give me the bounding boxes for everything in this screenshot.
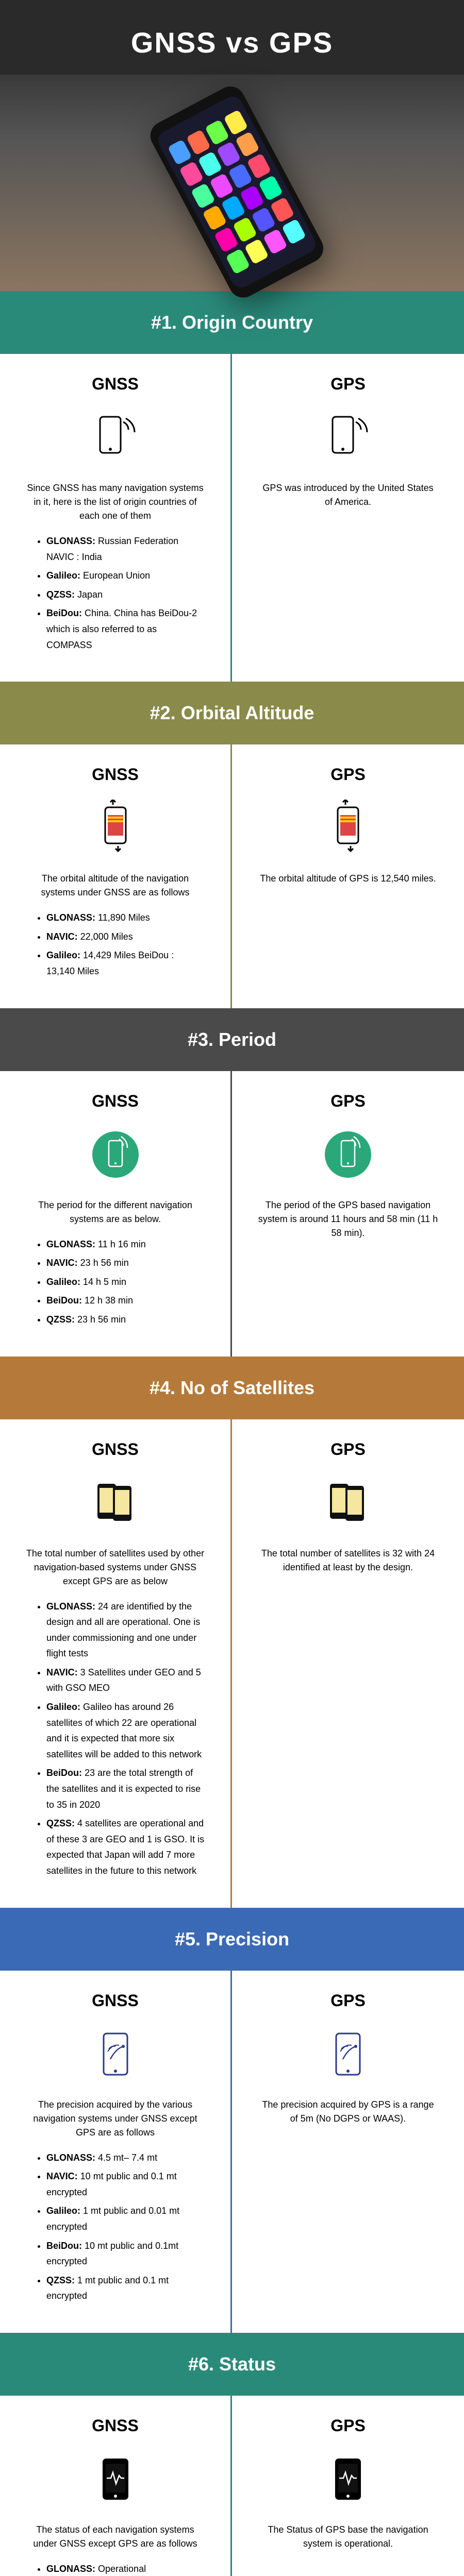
gnss-column: GNSS The orbital altitude of the navigat… [0, 744, 232, 1008]
gps-column: GPS The total number of satellites is 32… [232, 1419, 464, 1908]
list-item: Galileo: 14,429 Miles BeiDou : 13,140 Mi… [46, 947, 205, 979]
list-item: QZSS: Japan [46, 587, 205, 603]
hero-image [0, 75, 464, 291]
phone-pulse-icon [258, 2451, 438, 2507]
list-item: NAVIC: 22,000 Miles [46, 929, 205, 945]
list-item: BeiDou: 10 mt public and 0.1mt encrypted [46, 2238, 205, 2269]
gnss-bullets: GLONASS: 11 h 16 min NAVIC: 23 h 56 min Ga… [26, 1236, 205, 1328]
gps-heading: GPS [258, 1991, 438, 2010]
phone-twin-icon [258, 1475, 438, 1531]
gps-column: GPS The orbital altitude of GPS is 12,54… [232, 744, 464, 1008]
gps-desc: The precision acquired by GPS is a range… [258, 2098, 438, 2126]
list-item: Galileo: European Union [46, 568, 205, 584]
gnss-heading: GNSS [26, 765, 205, 784]
list-item: BeiDou: China. China has BeiDou-2 which … [46, 605, 205, 653]
list-item: BeiDou: 12 h 38 min [46, 1293, 205, 1309]
gnss-column: GNSS The total number of satellites used… [0, 1419, 232, 1908]
gps-desc: The Status of GPS base the navigation sy… [258, 2523, 438, 2551]
phone-arrows-icon [258, 800, 438, 856]
gnss-bullets: GLONASS: 11,890 Miles NAVIC: 22,000 Miles… [26, 910, 205, 979]
gnss-bullets: GLONASS: 4.5 mt– 7.4 mt NAVIC: 10 mt publ… [26, 2150, 205, 2304]
gnss-column: GNSS Since GNSS has many navigation syst… [0, 354, 232, 682]
gps-heading: GPS [258, 1440, 438, 1459]
gnss-desc: Since GNSS has many navigation systems i… [26, 481, 205, 523]
gnss-bullets: GLONASS: Russian Federation NAVIC : Indi… [26, 533, 205, 653]
gps-heading: GPS [258, 1092, 438, 1111]
phone-circle-icon [258, 1126, 438, 1183]
page-header: GNSS vs GPS [0, 0, 464, 75]
gps-desc: GPS was introduced by the United States … [258, 481, 438, 509]
gps-desc: The period of the GPS based navigation s… [258, 1198, 438, 1240]
comparison-row: GNSS The period for the different naviga… [0, 1071, 464, 1357]
phone-radar-icon [26, 2026, 205, 2082]
list-item: NAVIC: 3 Satellites under GEO and 5 with… [46, 1665, 205, 1696]
gps-column: GPS The precision acquired by GPS is a r… [232, 1971, 464, 2333]
gnss-desc: The total number of satellites used by o… [26, 1547, 205, 1588]
phone-twin-icon [26, 1475, 205, 1531]
list-item: Galileo: 14 h 5 min [46, 1274, 205, 1290]
gnss-desc: The precision acquired by the various na… [26, 2098, 205, 2140]
phone-signal-icon [26, 409, 205, 466]
list-item: GLONASS: 11 h 16 min [46, 1236, 205, 1252]
gps-column: GPS The period of the GPS based navigati… [232, 1071, 464, 1357]
list-item: GLONASS: 24 are identified by the design… [46, 1599, 205, 1662]
list-item: QZSS: 4 satellites are operational and o… [46, 1816, 205, 1878]
gps-desc: The total number of satellites is 32 wit… [258, 1547, 438, 1574]
list-item: Galileo: 1 mt public and 0.01 mt encrypt… [46, 2203, 205, 2234]
gps-heading: GPS [258, 765, 438, 784]
list-item: Galileo: Galileo has around 26 satellite… [46, 1699, 205, 1762]
list-item: GLONASS: 4.5 mt– 7.4 mt [46, 2150, 205, 2166]
gps-column: GPS GPS was introduced by the United Sta… [232, 354, 464, 682]
gnss-column: GNSS The status of each navigation syste… [0, 2396, 232, 2576]
gnss-heading: GNSS [26, 375, 205, 394]
comparison-row: GNSS Since GNSS has many navigation syst… [0, 354, 464, 682]
list-item: GLONASS: 11,890 Miles [46, 910, 205, 926]
gnss-desc: The orbital altitude of the navigation s… [26, 872, 205, 900]
section-header: #5. Precision [0, 1908, 464, 1971]
list-item: NAVIC: 10 mt public and 0.1 mt encrypted [46, 2168, 205, 2200]
phone-radar-icon [258, 2026, 438, 2082]
section-header: #3. Period [0, 1008, 464, 1071]
gps-column: GPS The Status of GPS base the navigatio… [232, 2396, 464, 2576]
list-item: GLONASS: Russian Federation NAVIC : Indi… [46, 533, 205, 565]
list-item: QZSS: 23 h 56 min [46, 1312, 205, 1328]
list-item: BeiDou: 23 are the total strength of the… [46, 1765, 205, 1812]
list-item: QZSS: 1 mt public and 0.1 mt encrypted [46, 2273, 205, 2304]
gnss-desc: The status of each navigation systems un… [26, 2523, 205, 2551]
list-item: GLONASS: Operational [46, 2561, 205, 2576]
page-title: GNSS vs GPS [0, 26, 464, 59]
gps-heading: GPS [258, 2416, 438, 2435]
gnss-heading: GNSS [26, 1440, 205, 1459]
list-item: NAVIC: 23 h 56 min [46, 1255, 205, 1271]
gnss-bullets: GLONASS: OperationalNAVIC: 7 are in oper… [26, 2561, 205, 2576]
comparison-row: GNSS The status of each navigation syste… [0, 2396, 464, 2576]
gnss-desc: The period for the different navigation … [26, 1198, 205, 1226]
phone-mockup [145, 81, 328, 302]
phone-pulse-icon [26, 2451, 205, 2507]
gnss-heading: GNSS [26, 2416, 205, 2435]
gnss-heading: GNSS [26, 1991, 205, 2010]
gnss-heading: GNSS [26, 1092, 205, 1111]
gnss-bullets: GLONASS: 24 are identified by the design… [26, 1599, 205, 1879]
phone-arrows-icon [26, 800, 205, 856]
phone-circle-icon [26, 1126, 205, 1183]
section-header: #2. Orbital Altitude [0, 682, 464, 744]
section-header: #1. Origin Country [0, 291, 464, 354]
comparison-row: GNSS The precision acquired by the vario… [0, 1971, 464, 2333]
phone-signal-icon [258, 409, 438, 466]
comparison-row: GNSS The total number of satellites used… [0, 1419, 464, 1908]
gnss-column: GNSS The period for the different naviga… [0, 1071, 232, 1357]
gps-desc: The orbital altitude of GPS is 12,540 mi… [258, 872, 438, 886]
section-header: #4. No of Satellites [0, 1357, 464, 1419]
comparison-row: GNSS The orbital altitude of the navigat… [0, 744, 464, 1008]
section-header: #6. Status [0, 2333, 464, 2396]
gnss-column: GNSS The precision acquired by the vario… [0, 1971, 232, 2333]
gps-heading: GPS [258, 375, 438, 394]
